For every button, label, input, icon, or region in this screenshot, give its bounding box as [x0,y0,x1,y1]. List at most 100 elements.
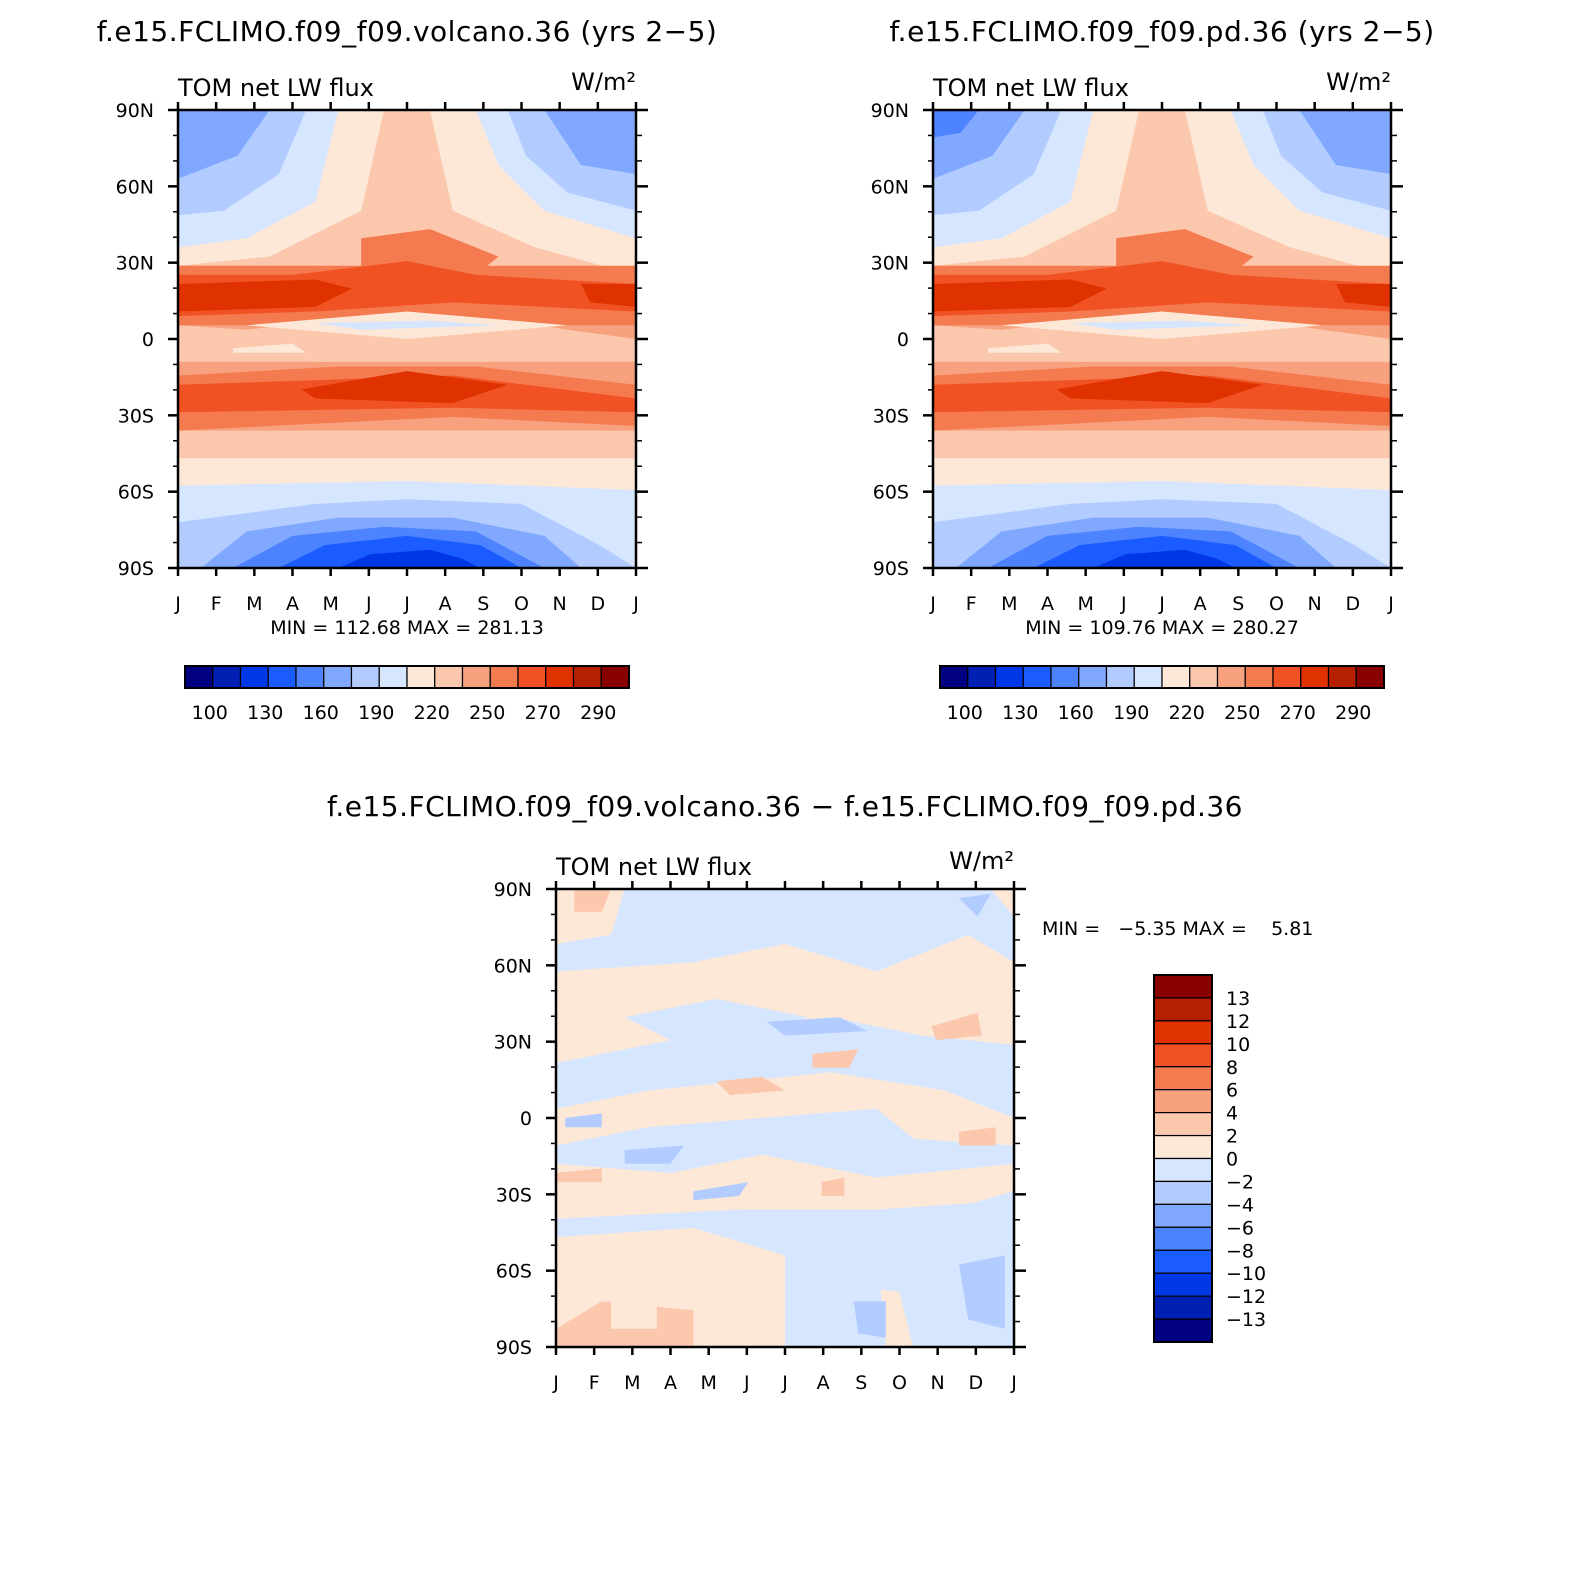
x-tick-label: J [174,593,181,615]
panel-difference-axes: J F M A M J J A S O N D J 90N 60N 30N 0 30S 60S 90S [494,879,1026,1394]
panel-pd-variable: TOM net LW flux [932,74,1129,102]
colorbar-label: 220 [1169,702,1205,724]
x-tick-label: M [700,1372,716,1394]
y-tick-label: 90S [873,558,909,580]
y-tick-label: 60S [873,482,909,504]
panel-pd-field [933,110,1391,568]
panel-volcano-axes: J F M A M J J A S O N D J 90N 60N 30N 0 30S 60S 90S [116,100,648,615]
contour-band [581,284,636,307]
y-tick-label: 60N [871,176,909,198]
panel-pd: f.e15.FCLIMO.f09_f09.pd.36 (yrs 2−5) TOM… [871,15,1435,724]
colorbar-label: 250 [1224,702,1260,724]
contour-band [1056,371,1263,404]
colorbar-box [378,665,408,689]
colorbar-box [1153,1112,1213,1137]
contour-band [611,1292,657,1329]
y-tick-label: 30S [496,1184,532,1206]
contour-band [853,1301,886,1338]
x-tick-label: N [931,1372,945,1394]
y-tick-label: 60S [496,1261,532,1283]
colorbar-box [1153,1295,1213,1320]
colorbar-label: 160 [1058,702,1094,724]
contour-band [301,371,508,404]
colorbar-label: 250 [469,702,505,724]
contour-band [1299,110,1391,175]
contour-band [556,1168,602,1183]
x-tick-label: J [929,593,936,615]
contour-band [624,998,808,1041]
colorbar-label: −2 [1226,1171,1254,1193]
colorbar-outline [1153,974,1213,1343]
colorbar-label: 130 [1002,702,1038,724]
contour-band [338,549,481,568]
y-tick-label: 60N [116,176,154,198]
colorbar-label: 12 [1226,1011,1250,1033]
contour-band [762,1108,923,1155]
colorbar-label: 220 [414,702,450,724]
colorbar-box [1022,665,1052,689]
y-tick-label: 60N [494,955,532,977]
x-tick-label: S [1232,593,1244,615]
colorbar-label: −12 [1226,1286,1266,1308]
panel-volcano-colorbar: 100 130 160 190 220 250 270 290 [184,665,630,724]
y-tick-label: 90N [494,879,532,901]
colorbar-label: 0 [1226,1149,1238,1171]
colorbar-box [1189,665,1219,689]
contour-band [988,343,1062,353]
contour-band [933,279,1107,312]
x-tick-label: J [1158,593,1165,615]
contour-band [178,110,270,179]
x-tick-label: J [743,1372,750,1394]
colorbar-label: 190 [358,702,394,724]
y-tick-label: 90N [871,100,909,122]
contour-band [233,343,307,353]
panel-difference-units: W/m² [949,847,1014,875]
x-tick-label: F [211,593,222,615]
contour-band [959,893,992,917]
contour-band [933,110,979,138]
panel-difference-variable: TOM net LW flux [555,853,752,881]
x-tick-label: M [1001,593,1017,615]
colorbar-label: −6 [1226,1217,1254,1239]
x-tick-label: F [589,1372,600,1394]
colorbar-label: −8 [1226,1240,1254,1262]
contour-band [933,430,1391,459]
y-tick-label: 0 [897,329,909,351]
colorbar-box [461,665,491,689]
colorbar-box [545,665,575,689]
contour-band [178,279,352,312]
x-tick-label: A [439,593,452,615]
colorbar-box [1153,1043,1213,1068]
contour-band [716,1076,785,1096]
x-tick-label: A [817,1372,830,1394]
colorbar-label: −10 [1226,1263,1266,1285]
colorbar-label: 2 [1226,1126,1238,1148]
contour-band [574,889,611,912]
y-tick-label: 90N [116,100,154,122]
colorbar-box [239,665,269,689]
panel-pd-axes: J F M A M J J A S O N D J 90N 60N 30N 0 30S 60S 90S [871,100,1403,615]
x-tick-label: N [553,593,567,615]
x-tick-label: J [365,593,372,615]
x-tick-label: S [855,1372,867,1394]
x-tick-label: A [664,1372,677,1394]
x-tick-label: A [286,593,299,615]
y-tick-label: 90S [496,1337,532,1359]
y-tick-label: 30N [871,253,909,275]
colorbar-box [267,665,297,689]
contour-band [556,889,625,944]
colorbar-outline [184,665,630,689]
panel-volcano: f.e15.FCLIMO.f09_f09.volcano.36 (yrs 2−5… [97,15,717,724]
colorbar-label: 100 [192,702,228,724]
y-tick-label: 0 [142,329,154,351]
colorbar-label: 10 [1226,1034,1250,1056]
x-tick-label: J [1010,1372,1017,1394]
x-tick-label: O [892,1372,907,1394]
contour-band [821,1177,845,1196]
x-tick-label: F [966,593,977,615]
colorbar-box [212,665,242,689]
contour-band [544,110,636,175]
colorbar-label: −4 [1226,1194,1254,1216]
x-tick-label: M [322,593,338,615]
